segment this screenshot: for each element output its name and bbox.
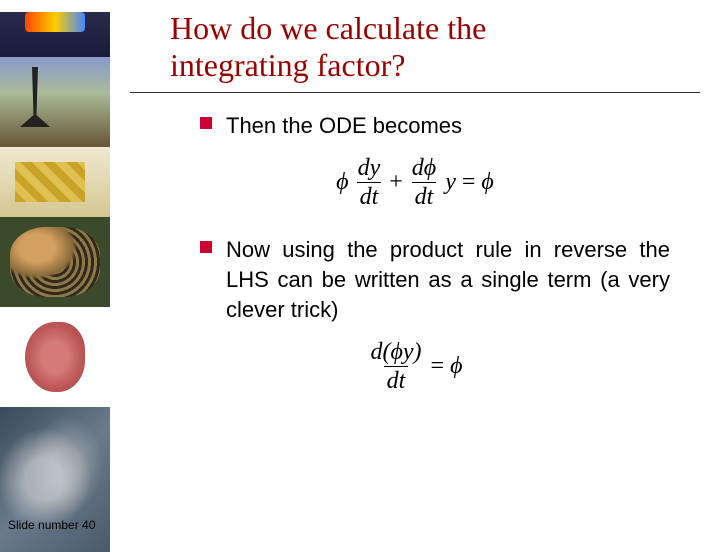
bullet-text-1: Then the ODE becomes — [226, 111, 462, 141]
eq1-plus: + — [389, 169, 403, 196]
eq1-phi: ϕ — [336, 169, 348, 196]
sidebar-image-strip — [0, 0, 110, 540]
eq1-equals: = — [462, 169, 476, 196]
eq1-frac1: dy dt — [355, 156, 384, 209]
equation-2: d(ϕy) dt = ϕ — [130, 340, 700, 393]
eq2-rhs: ϕ — [450, 353, 462, 380]
eq1-rhs: ϕ — [481, 169, 493, 196]
thumb-leopard — [0, 217, 110, 307]
eq1-y: y — [445, 169, 456, 196]
thumb-gold-bars — [0, 147, 110, 217]
title-line-1: How do we calculate the — [170, 10, 486, 46]
bullet-item-1: Then the ODE becomes — [200, 111, 670, 141]
thumb-heatmap — [0, 12, 110, 57]
title-underline — [130, 92, 700, 93]
title-line-2: integrating factor? — [170, 47, 405, 83]
eq1-frac2: dϕ dt — [409, 156, 439, 209]
thumb-oil-pump — [0, 57, 110, 147]
bullet-item-2: Now using the product rule in reverse th… — [200, 235, 670, 324]
bullet-square-icon — [200, 241, 212, 253]
slide-title: How do we calculate the integrating fact… — [130, 0, 700, 90]
thumb-liver — [0, 307, 110, 407]
equation-1: ϕ dy dt + dϕ dt y = ϕ — [130, 156, 700, 209]
bullet-square-icon — [200, 117, 212, 129]
bullet-text-2: Now using the product rule in reverse th… — [226, 235, 670, 324]
slide-content: How do we calculate the integrating fact… — [130, 0, 700, 540]
eq2-frac: d(ϕy) dt — [367, 340, 424, 393]
slide-number: Slide number 40 — [8, 518, 95, 532]
eq2-equals: = — [431, 353, 445, 380]
